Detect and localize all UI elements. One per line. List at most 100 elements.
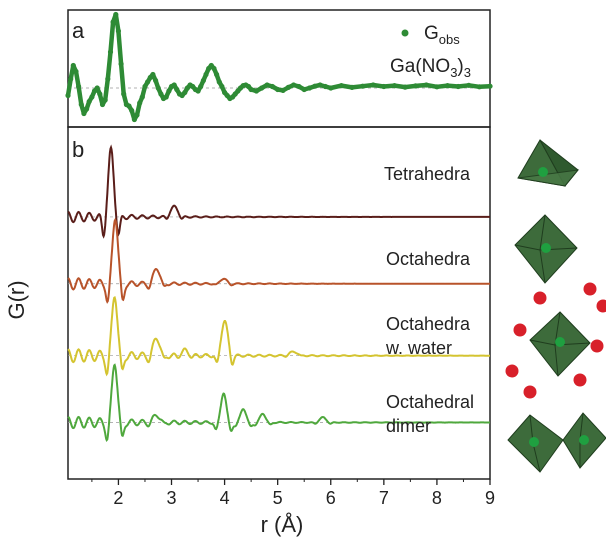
panel-a: a Gobs Ga(NO3)3 (65, 9, 493, 128)
gobs-point (195, 88, 201, 94)
gobs-point (402, 84, 408, 90)
gobs-point (118, 61, 124, 67)
series-label-2: w. water (385, 338, 452, 358)
x-tick-label: 2 (113, 488, 123, 508)
gobs-point (73, 68, 79, 75)
gobs-point (174, 86, 180, 93)
gobs-point (76, 83, 82, 90)
structure-illustrations (505, 138, 606, 473)
gobs-point (306, 85, 313, 91)
gobs-point (214, 71, 220, 78)
gobs-point (423, 82, 429, 88)
gobs-point (121, 91, 127, 97)
gobs-point (291, 82, 297, 88)
panel-a-series (65, 11, 493, 123)
legend-label: Gobs (424, 23, 460, 47)
series-line-1 (67, 217, 490, 304)
gobs-point (381, 83, 387, 90)
gobs-point (94, 85, 100, 91)
gobs-point (248, 86, 254, 93)
gobs-point (129, 107, 135, 114)
panel-b-label: b (72, 137, 84, 162)
x-tick-label: 5 (273, 488, 283, 508)
gobs-point (84, 106, 90, 112)
panel-b-series (67, 144, 490, 442)
gobs-point (68, 76, 74, 82)
gobs-point (211, 65, 217, 72)
series-label-3: Octahedral (386, 392, 474, 412)
gobs-point (166, 88, 172, 94)
gobs-point (142, 83, 148, 90)
series-label-3: dimer (386, 416, 431, 436)
series-line-2 (67, 295, 490, 377)
gobs-point (105, 76, 111, 82)
gobs-point (78, 101, 84, 108)
gobs-point (219, 83, 225, 90)
x-tick-label: 8 (432, 488, 442, 508)
gobs-point (317, 82, 323, 88)
legend-marker (401, 29, 409, 37)
gobs-point (115, 28, 121, 34)
gobs-point (126, 103, 132, 109)
gobs-point (391, 83, 398, 89)
gobs-point (81, 110, 87, 117)
gobs-point (275, 86, 281, 93)
gobs-point (301, 86, 307, 93)
series-line-3 (67, 363, 490, 442)
gobs-point (89, 94, 95, 100)
gobs-point (269, 83, 275, 90)
gobs-point (216, 79, 222, 85)
gobs-point (338, 83, 344, 89)
series-label-0: Tetrahedra (384, 164, 471, 184)
gobs-point (466, 82, 472, 88)
gobs-point (312, 83, 318, 89)
gobs-point (139, 94, 145, 100)
gobs-point (155, 85, 161, 91)
gobs-point (444, 83, 451, 89)
gobs-point (86, 98, 92, 105)
gobs-point (99, 101, 106, 108)
gobs-point (280, 87, 286, 93)
gobs-point (259, 85, 265, 91)
x-tick-label: 9 (485, 488, 495, 508)
gobs-point (70, 62, 76, 69)
tetrahedron-illustration (517, 138, 580, 187)
panel-b: b Tetrahedra Octahedra Octahedra w. water Oc… (4, 126, 495, 537)
series-label-2: Octahedra (386, 314, 471, 334)
gobs-point (150, 71, 156, 78)
gobs-point (370, 82, 376, 88)
gobs-point (328, 85, 334, 91)
x-tick-label: 3 (167, 488, 177, 508)
x-tick-label: 7 (379, 488, 389, 508)
x-tick-label: 6 (326, 488, 336, 508)
gobs-point (285, 84, 291, 90)
gobs-point (134, 112, 140, 118)
octahedron-illustration (514, 214, 578, 284)
gobs-point (296, 83, 302, 90)
gobs-point (163, 94, 169, 100)
gobs-point (102, 97, 108, 103)
gobs-point (360, 83, 366, 89)
gobs-point (158, 91, 164, 97)
gobs-point (264, 82, 270, 88)
x-axis-label: r (Å) (261, 512, 304, 537)
gobs-point (182, 89, 188, 96)
gobs-point (455, 83, 461, 90)
series-label-1: Octahedra (386, 249, 471, 269)
dimer-illustration (507, 412, 606, 473)
gobs-point (198, 83, 204, 90)
panel-b-frame (67, 126, 491, 480)
gobs-point (113, 11, 119, 18)
gobs-point (107, 49, 114, 55)
gobs-point (65, 92, 71, 99)
gobs-point (322, 83, 328, 90)
gobs-point (487, 83, 493, 89)
x-axis: 2 3 4 5 6 7 8 9 (91, 479, 495, 508)
gobs-point (153, 77, 159, 84)
gobs-point (200, 77, 206, 84)
panel-a-label: a (72, 18, 85, 43)
gobs-point (171, 82, 177, 88)
gobs-point (145, 79, 151, 85)
gobs-point (131, 116, 137, 123)
